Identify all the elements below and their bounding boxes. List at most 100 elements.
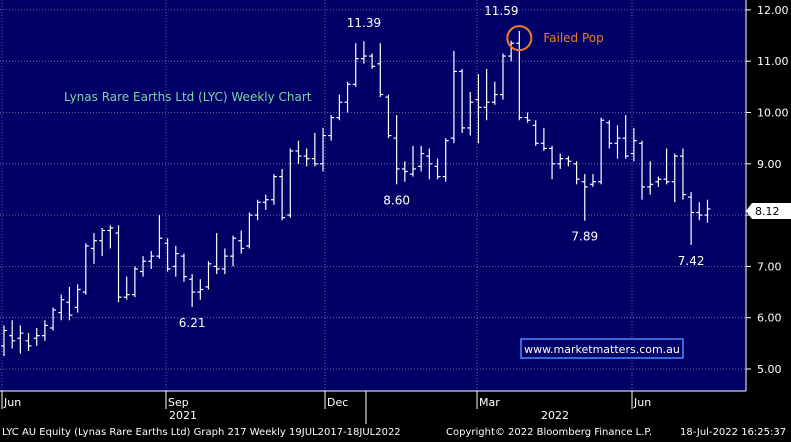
x-month-label: Sep	[168, 396, 189, 409]
annotation-circle	[506, 25, 533, 52]
x-year-label: 2022	[541, 409, 569, 422]
ohlc-bar	[33, 327, 40, 346]
ohlc-bar	[630, 127, 637, 162]
failed-pop-annotation: Failed Pop	[506, 25, 604, 52]
ohlc-bar	[58, 294, 65, 321]
chart-title: Lynas Rare Earths Ltd (LYC) Weekly Chart	[64, 90, 312, 104]
status-footer: LYC AU Equity (Lynas Rare Earths Ltd) Gr…	[0, 424, 791, 442]
ohlc-bar	[434, 158, 441, 180]
ohlc-bar	[622, 115, 629, 159]
watermark-text: www.marketmatters.com.au	[524, 343, 680, 356]
ohlc-bar	[238, 230, 245, 254]
ohlc-bar	[328, 115, 335, 141]
ohlc-bar	[262, 194, 269, 210]
price-label: 11.39	[347, 16, 381, 30]
x-month-label: Mar	[479, 396, 500, 409]
ohlc-bar	[385, 94, 392, 139]
ohlc-bar	[254, 199, 261, 221]
ohlc-bar	[655, 176, 662, 187]
ohlc-bar	[197, 279, 204, 300]
x-month-label: Dec	[327, 396, 348, 409]
y-tick-label: 11.00	[757, 55, 789, 68]
ohlc-bar	[320, 127, 327, 172]
ohlc-bar	[246, 212, 253, 249]
watermark: www.marketmatters.com.au	[520, 338, 684, 359]
ohlc-bar	[74, 284, 81, 313]
ohlc-bar	[557, 153, 564, 169]
ohlc-bar	[115, 225, 122, 303]
last-price-tag: 8.12	[746, 203, 791, 219]
ohlc-bar	[41, 320, 48, 341]
ohlc-bar	[639, 140, 646, 200]
ohlc-bar	[459, 68, 466, 134]
ohlc-bar	[9, 320, 16, 349]
ohlc-bar	[50, 307, 57, 331]
ohlc-bar	[107, 225, 114, 249]
ohlc-bar	[221, 248, 228, 275]
ohlc-bar	[344, 81, 351, 113]
ohlc-bar	[369, 53, 376, 69]
ohlc-bar	[475, 74, 482, 144]
ohlc-bar	[598, 117, 605, 185]
annotation-label: Failed Pop	[543, 31, 603, 45]
ohlc-bar	[295, 140, 302, 164]
ohlc-bar	[279, 168, 286, 221]
ohlc-bar	[131, 266, 138, 298]
ohlc-bar	[426, 148, 433, 180]
ohlc-bar	[499, 53, 506, 100]
ohlc-bar	[540, 127, 547, 151]
ohlc-bar	[418, 145, 425, 172]
ohlc-bar	[549, 145, 556, 180]
ohlc-bar	[189, 274, 196, 307]
footer-copyright: Copyright© 2022 Bloomberg Finance L.P.	[446, 427, 653, 438]
y-tick-label: 5.00	[757, 363, 782, 376]
ohlc-bar	[688, 192, 695, 245]
last-price-label: 8.12	[755, 205, 780, 218]
ohlc-bars	[1, 30, 711, 357]
ohlc-bar	[213, 233, 220, 275]
ohlc-bar	[573, 161, 580, 185]
price-label: 7.89	[571, 230, 598, 244]
ohlc-bar	[467, 91, 474, 136]
ohlc-bar	[532, 120, 539, 146]
y-tick-label: 7.00	[757, 260, 782, 273]
ohlc-bar	[581, 174, 588, 221]
ohlc-bar	[614, 125, 621, 159]
price-labels: 11.39 11.59 8.60 6.21 7.89 7.42	[179, 4, 705, 330]
ohlc-bar	[140, 256, 147, 277]
ohlc-bar	[25, 333, 32, 352]
ohlc-bar	[360, 41, 367, 64]
y-tick-label: 12.00	[757, 4, 789, 17]
ohlc-bar	[401, 161, 408, 182]
ohlc-bar	[17, 325, 24, 354]
y-tick-label: 6.00	[757, 312, 782, 325]
ohlc-bar	[66, 286, 73, 321]
ohlc-bar	[524, 112, 531, 123]
ohlc-bar	[287, 148, 294, 218]
x-month-label: Jun	[3, 396, 21, 409]
ohlc-bar	[589, 174, 596, 187]
ohlc-bar	[671, 153, 678, 203]
ohlc-bar	[483, 68, 490, 121]
footer-timestamp: 18-Jul-2022 16:25:37	[680, 427, 787, 438]
ohlc-bar	[606, 120, 613, 149]
ohlc-bar	[156, 215, 163, 259]
ohlc-bar	[180, 253, 187, 282]
x-year-label: 2021	[169, 409, 197, 422]
ohlc-bar	[270, 174, 277, 205]
ohlc-bar	[516, 30, 523, 121]
ohlc-bar	[442, 138, 449, 182]
ohlc-bar	[450, 50, 457, 144]
ohlc-bar	[336, 94, 343, 121]
grid-lines	[0, 0, 746, 391]
price-label: 8.60	[383, 193, 410, 207]
x-axis: Jun Sep Dec Mar Jun 2021 2022	[0, 390, 746, 424]
ohlc-bar	[352, 43, 359, 87]
ohlc-bar	[205, 261, 212, 290]
price-label: 11.59	[484, 4, 518, 18]
ohlc-bar	[679, 148, 686, 200]
ohlc-bar	[172, 245, 179, 277]
ohlc-bar	[90, 233, 97, 264]
ohlc-bar	[377, 43, 384, 98]
